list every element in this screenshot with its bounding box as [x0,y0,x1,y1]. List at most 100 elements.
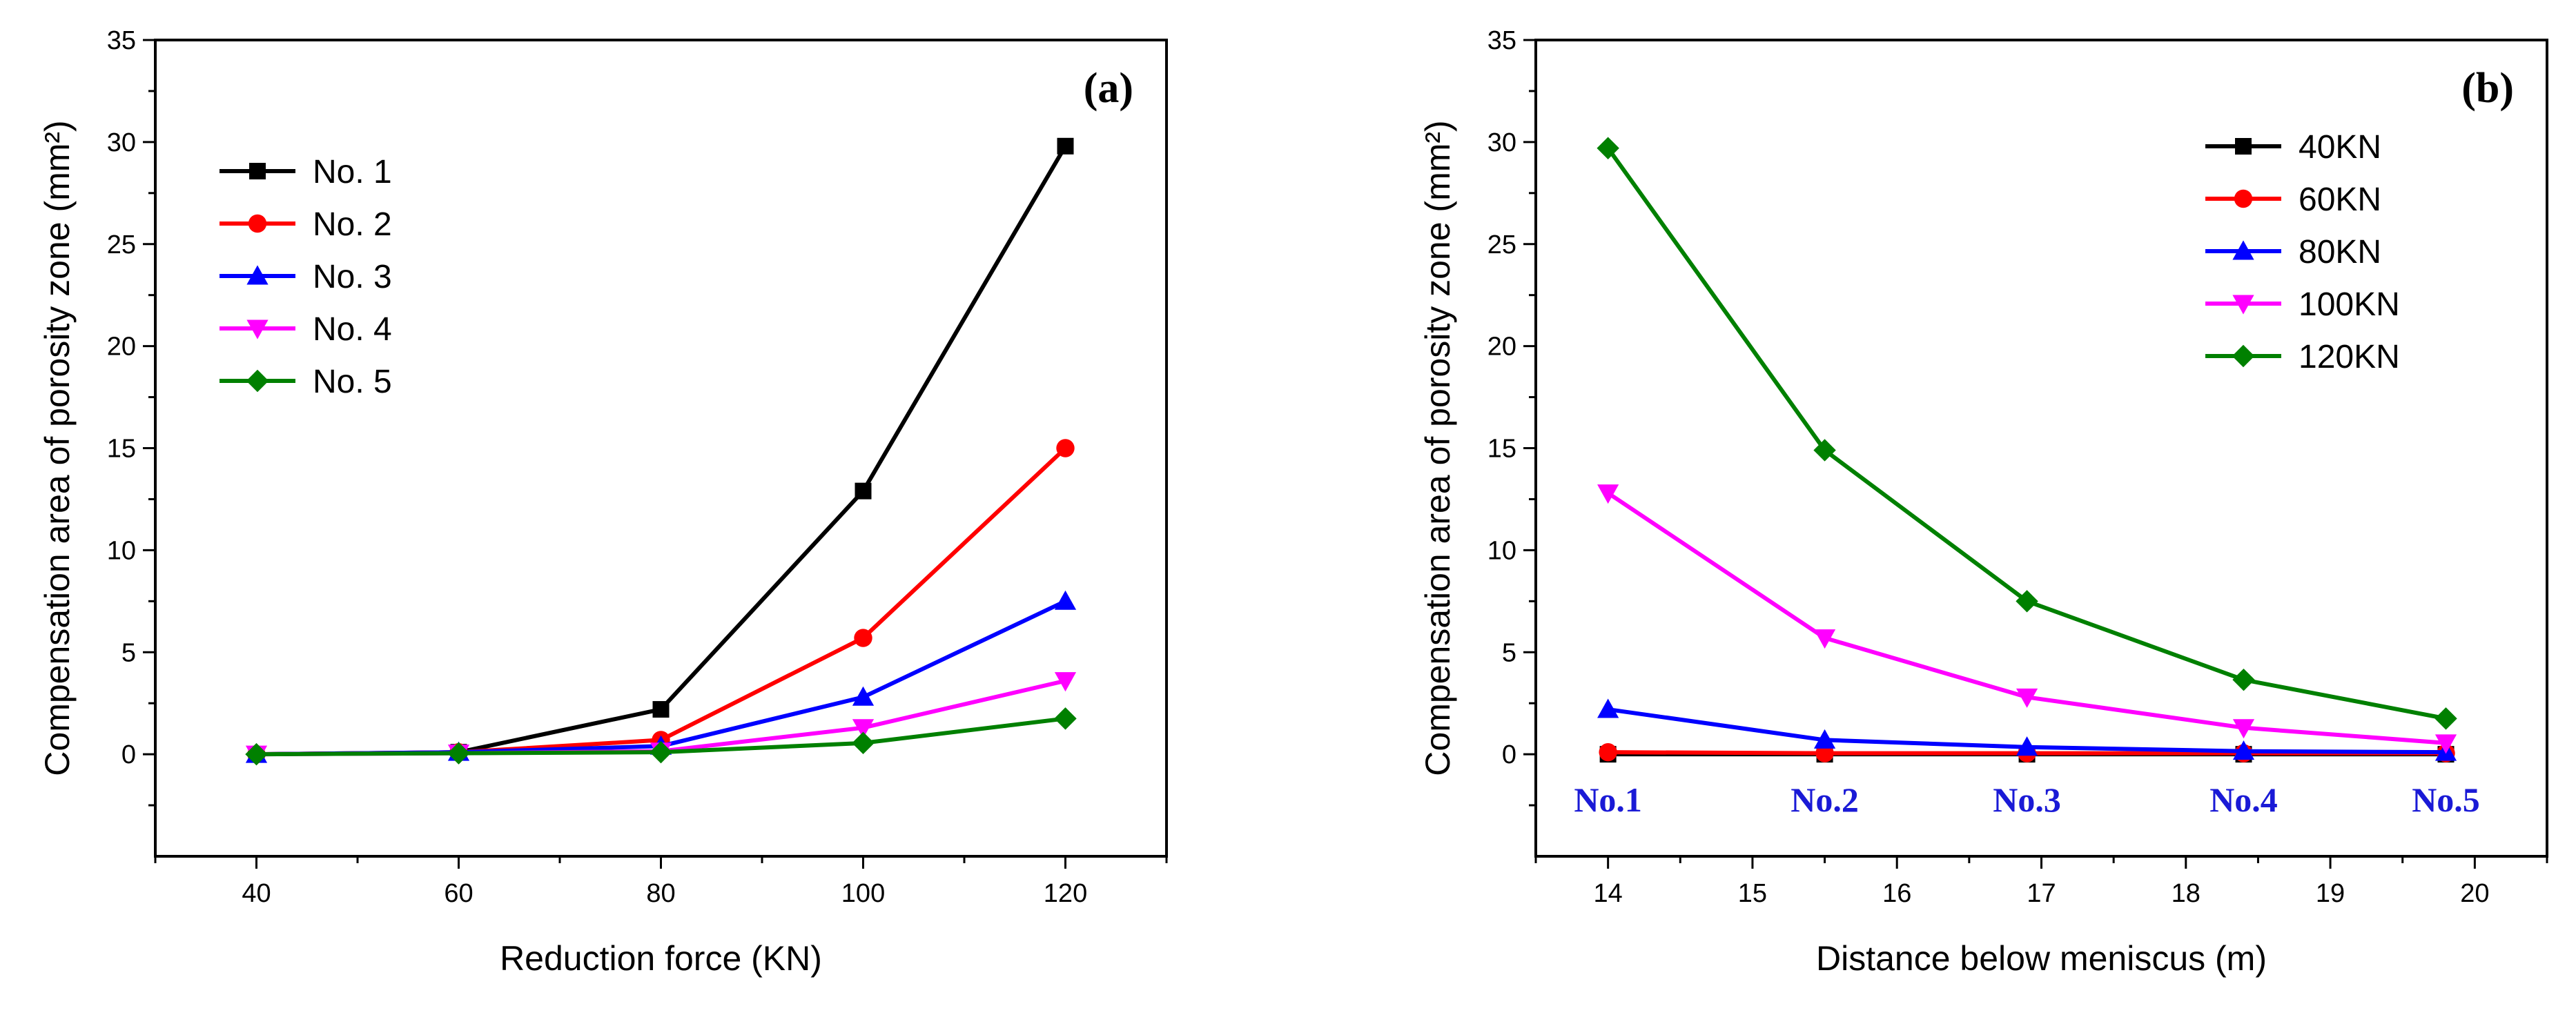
panel-label-b: (b) [2461,65,2514,112]
legend-label: No. 1 [313,154,392,190]
data-point [2232,668,2255,691]
plot-frame-b [1534,39,2548,858]
legend-item-80kn: 80KN [2205,234,2381,270]
y-tick-label: 30 [1487,128,1516,157]
data-point [447,742,470,765]
legend-item-no-3: No. 3 [219,259,392,295]
x-tick-label: 80 [646,879,675,908]
legend-label: 120KN [2299,339,2400,375]
legend-label: No. 2 [313,206,392,243]
data-point [852,686,875,706]
y-axis-label-a: Compensation area of porosity zone (mm²) [38,120,77,776]
legend-item-no-1: No. 1 [219,154,392,190]
data-point [2016,736,2038,756]
y-tick-label: 15 [1487,435,1516,464]
legend-item-100kn: 100KN [2205,286,2400,323]
legend-item-60kn: 60KN [2205,181,2381,218]
y-tick-label: 20 [107,333,136,362]
category-label-no-1: No.1 [1574,780,1642,819]
category-label-no-3: No.3 [1993,780,2061,819]
data-point [2232,719,2255,739]
x-tick-label: 60 [444,879,473,908]
y-tick-label: 30 [107,128,136,157]
data-point [1813,439,1836,462]
x-tick-label: 19 [2316,879,2345,908]
series-100kn [1597,484,2457,754]
data-point [1599,742,1617,762]
legend-label: No. 3 [313,259,392,295]
series-no-3 [245,590,1077,763]
x-tick-label: 14 [1594,879,1623,908]
panel-label-a: (a) [1084,65,1133,112]
data-point [1597,698,1619,718]
y-tick-label: 15 [107,435,136,464]
series-no-5 [245,707,1077,766]
data-point [1056,439,1075,457]
y-tick-label: 5 [1502,638,1516,667]
data-point [1597,137,1619,159]
y-tick-label: 0 [1502,740,1516,769]
x-tick-label: 18 [2172,879,2201,908]
data-point [1054,590,1077,610]
legend-marker [2232,240,2254,260]
x-tick-label: 120 [1044,879,1087,908]
data-point [2016,688,2038,708]
data-point [1813,629,1836,649]
data-point [652,701,670,718]
category-label-no-4: No.4 [2209,780,2278,819]
category-labels-b: No.1 No.2 No.3 No.4 No.5 [1574,780,2479,819]
data-point [2016,590,2038,613]
data-point [2434,707,2457,730]
y-tick-label: 0 [121,740,136,769]
data-point [245,742,268,766]
y-tick-label: 25 [1487,230,1516,259]
y-axis-ticks-b: 0 5 10 15 20 25 30 35 [1487,26,1536,807]
x-axis-label-a: Reduction force (KN) [500,939,822,978]
y-tick-label: 20 [1487,333,1516,362]
series-group-a [245,137,1077,766]
legend-marker [248,214,267,233]
y-tick-label: 10 [107,536,136,565]
data-point [1597,484,1619,504]
x-tick-label: 17 [2027,879,2056,908]
legend-marker [2234,189,2253,208]
legend-label: No. 4 [313,311,392,348]
x-tick-label: 20 [2460,879,2489,908]
legend-b: 40KN 60KN 80KN 100KN 120KN [2205,129,2400,375]
legend-label: 60KN [2299,181,2381,218]
y-tick-label: 10 [1487,536,1516,565]
data-point [1813,729,1836,749]
x-tick-label: 16 [1882,879,1911,908]
data-point [852,719,875,739]
series-group-b [1597,137,2457,763]
y-tick-label: 25 [107,230,136,259]
x-tick-label: 15 [1738,879,1767,908]
legend-marker [2235,138,2252,155]
data-point [855,482,872,500]
legend-label: 40KN [2299,129,2381,166]
data-point [2232,740,2255,760]
legend-marker [246,319,269,339]
legend-label: No. 5 [313,364,392,400]
data-point [2434,734,2457,754]
legend-a: No. 1 No. 2 No. 3 No. 4 No. 5 [219,154,392,400]
legend-marker [246,265,269,285]
legend-label: 80KN [2299,234,2381,270]
series-80kn [1597,698,2457,761]
x-axis-ticks-a: 40 60 80 100 120 [154,856,1168,908]
data-point [852,731,875,755]
legend-label: 100KN [2299,286,2400,323]
legend-item-no-5: No. 5 [219,364,392,400]
series-120kn [1597,137,2457,730]
data-point [854,629,872,647]
data-point [1054,707,1077,730]
legend-item-120kn: 120KN [2205,339,2400,375]
data-point [1815,744,1834,762]
legend-item-40kn: 40KN [2205,129,2381,166]
x-tick-label: 100 [841,879,885,908]
y-tick-label: 5 [121,638,136,667]
category-label-no-5: No.5 [2412,780,2480,819]
